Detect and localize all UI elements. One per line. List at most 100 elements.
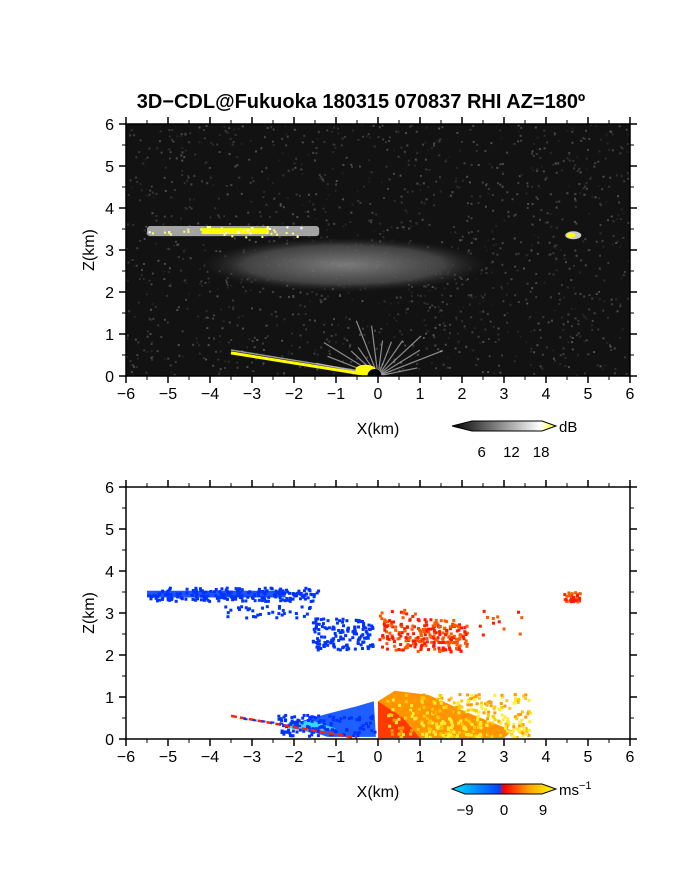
velocity-pixel	[176, 595, 180, 599]
noise-pixel	[351, 298, 354, 301]
velocity-pixel	[199, 598, 203, 602]
noise-pixel	[332, 318, 335, 321]
velocity-pixel	[525, 732, 529, 736]
fan-ray	[377, 350, 444, 376]
velocity-pixel	[353, 628, 357, 632]
noise-pixel	[216, 143, 219, 146]
noise-pixel	[315, 152, 318, 155]
velocity-pixel	[424, 620, 428, 624]
noise-pixel	[481, 296, 484, 299]
noise-pixel	[221, 327, 224, 330]
noise-pixel	[308, 235, 311, 238]
upper-layer-speckle	[291, 232, 294, 235]
noise-pixel	[576, 353, 579, 356]
velocity-pixel	[291, 597, 295, 601]
noise-pixel	[559, 363, 562, 366]
noise-pixel	[345, 156, 348, 159]
noise-pixel	[145, 232, 148, 235]
velocity-pixel	[469, 703, 473, 707]
noise-pixel	[316, 138, 319, 141]
noise-pixel	[576, 355, 579, 358]
noise-pixel	[594, 196, 597, 199]
noise-pixel	[520, 241, 523, 244]
ground-line-echo	[230, 351, 370, 376]
velocity-pixel	[345, 619, 349, 623]
velocity-pixel	[407, 638, 411, 642]
velocity-pixel	[345, 643, 349, 647]
velocity-plot-background	[126, 487, 630, 739]
noise-pixel	[281, 152, 284, 155]
x-tick-label: 0	[374, 386, 383, 403]
noise-pixel	[575, 222, 578, 225]
noise-pixel	[186, 179, 189, 182]
noise-pixel	[219, 350, 222, 353]
velocity-pixel	[394, 648, 398, 652]
noise-pixel	[126, 247, 129, 250]
noise-pixel	[626, 142, 629, 145]
noise-pixel	[234, 133, 237, 136]
noise-pixel	[260, 147, 263, 150]
noise-pixel	[526, 302, 529, 305]
noise-pixel	[501, 287, 504, 290]
velocity-colorbar-unit-base: ms	[559, 782, 579, 799]
velocity-pixel	[298, 597, 302, 601]
noise-pixel	[151, 358, 154, 361]
noise-pixel	[341, 172, 344, 175]
velocity-pixel	[320, 635, 324, 639]
noise-pixel	[563, 254, 566, 257]
noise-pixel	[505, 293, 508, 296]
noise-pixel	[271, 235, 274, 238]
velocity-pixel	[415, 709, 419, 713]
noise-pixel	[608, 148, 611, 151]
velocity-pixel	[528, 720, 532, 724]
velocity-pixel	[267, 611, 271, 615]
velocity-pixel	[449, 708, 453, 712]
noise-pixel	[378, 331, 381, 334]
noise-pixel	[406, 144, 409, 147]
noise-pixel	[514, 213, 517, 216]
velocity-pixel	[506, 723, 510, 727]
noise-pixel	[126, 356, 129, 359]
noise-pixel	[287, 197, 290, 200]
noise-pixel	[562, 353, 565, 356]
noise-pixel	[218, 133, 221, 136]
velocity-pixel	[439, 732, 443, 736]
velocity-pixel	[388, 724, 392, 728]
noise-pixel	[181, 151, 184, 154]
noise-pixel	[520, 173, 523, 176]
noise-pixel	[198, 141, 201, 144]
noise-pixel	[226, 284, 229, 287]
upper-layer-speckle	[247, 229, 250, 232]
noise-pixel	[301, 141, 304, 144]
noise-pixel	[399, 296, 402, 299]
noise-pixel	[455, 282, 458, 285]
velocity-pixel	[477, 696, 481, 700]
noise-pixel	[151, 212, 154, 215]
noise-pixel	[623, 180, 626, 183]
noise-pixel	[126, 337, 129, 340]
noise-pixel	[410, 291, 413, 294]
noise-pixel	[350, 211, 353, 214]
upper-layer-speckle	[251, 226, 254, 229]
noise-pixel	[531, 287, 534, 290]
noise-pixel	[532, 142, 535, 145]
velocity-pixel	[406, 643, 410, 647]
velocity-pixel	[150, 594, 154, 598]
noise-pixel	[584, 372, 587, 375]
colorbar-tick-label: 12	[503, 444, 520, 461]
velocity-pixel	[475, 702, 479, 706]
noise-pixel	[351, 165, 354, 168]
velocity-pixel	[455, 637, 459, 641]
velocity-pixel	[489, 700, 493, 704]
noise-pixel	[434, 344, 437, 347]
velocity-pixel	[447, 717, 451, 721]
velocity-pixel	[491, 617, 495, 621]
noise-pixel	[615, 174, 618, 177]
noise-pixel	[312, 151, 315, 154]
noise-pixel	[319, 177, 322, 180]
noise-pixel	[434, 306, 437, 309]
noise-pixel	[536, 169, 539, 172]
noise-pixel	[181, 355, 184, 358]
velocity-pixel	[310, 733, 314, 737]
noise-pixel	[555, 269, 558, 272]
